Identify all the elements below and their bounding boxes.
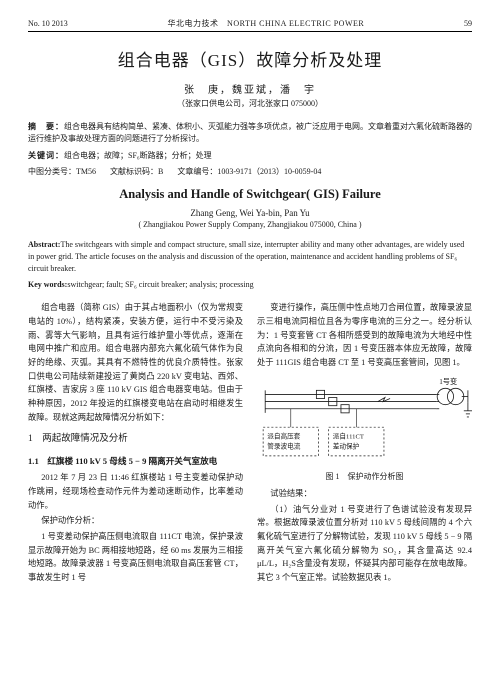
page-header: No. 10 2013 华北电力技术 NORTH CHINA ELECTRIC … — [28, 18, 472, 32]
keywords-cn-text: 组合电器；故障；SF₆断路器；分析；处理 — [64, 151, 212, 160]
affiliation-en: ( Zhangjiakou Power Supply Company, Zhan… — [28, 220, 472, 229]
section-1-1-heading: 1.1 红旗楼 110 kV 5 母线 5 − 9 隔离开关气室放电 — [28, 454, 243, 468]
col2-p2: 试验结果： — [257, 487, 472, 501]
intro-paragraph: 组合电器（简称 GIS）由于其占地面积小（仅为常规变电站的 10%），结构紧凑，… — [28, 301, 243, 424]
article-title-en: Analysis and Handle of Switchgear( GIS) … — [28, 187, 472, 202]
figure-1: 1号变 派自高压套 管录波电流 派自111CT 差动保护 图 1 保护动作分析图 — [257, 376, 472, 483]
column-right: 变进行操作，高压侧中性点地刀合闸位置，故障录波显示三相电流同相位且各为零序电流的… — [257, 301, 472, 587]
page-number: 59 — [464, 19, 472, 28]
body-columns: 组合电器（简称 GIS）由于其占地面积小（仅为常规变电站的 10%），结构紧凑，… — [28, 301, 472, 587]
abstract-cn-label: 摘 要： — [28, 122, 64, 131]
keywords-en-label: Key words: — [28, 280, 67, 289]
classification-line: 中图分类号：TM56 文献标识码：B 文章编号：1003-9171（2013）1… — [28, 166, 472, 177]
column-left: 组合电器（简称 GIS）由于其占地面积小（仅为常规变电站的 10%），结构紧凑，… — [28, 301, 243, 587]
authors-cn: 张 庚，魏亚斌，潘 宇 — [28, 81, 472, 96]
svg-text:派自111CT: 派自111CT — [333, 431, 364, 440]
keywords-en-text: switchgear; fault; SF₆ circuit breaker; … — [67, 280, 253, 289]
authors-en: Zhang Geng, Wei Ya-bin, Pan Yu — [28, 208, 472, 218]
keywords-en: Key words:switchgear; fault; SF₆ circuit… — [28, 279, 472, 291]
affiliation-cn: （张家口供电公司，河北张家口 075000） — [28, 98, 472, 109]
col1-p3: 保护动作分析： — [28, 514, 243, 528]
abstract-en-label: Abstract: — [28, 240, 60, 249]
svg-text:管录波电流: 管录波电流 — [267, 441, 301, 450]
abstract-en-text: The switchgears with simple and compact … — [28, 240, 464, 273]
figure-1-svg: 1号变 派自高压套 管录波电流 派自111CT 差动保护 — [257, 376, 472, 468]
svg-text:差动保护: 差动保护 — [333, 441, 360, 450]
col1-p4: 1 号变差动保护高压侧电流取自 111CT 电流，保护录波显示故障开始为 BC … — [28, 530, 243, 585]
col1-p2: 2012 年 7 月 23 日 11:46 红旗楼站 1 号主变差动保护动作跳闸… — [28, 471, 243, 512]
keywords-cn: 关键词：组合电器；故障；SF₆断路器；分析；处理 — [28, 150, 472, 162]
doc-code: 文献标识码：B — [110, 166, 163, 177]
fig-label-transformer: 1号变 — [439, 377, 457, 386]
col2-p3: （1）油气分业对 1 号变进行了色谱试验没有发现异常。根据故障录波位置分析对 1… — [257, 503, 472, 585]
article-id: 文章编号：1003-9171（2013）10-0059-04 — [177, 166, 321, 177]
section-1-heading: 1 两起故障情况及分析 — [28, 432, 243, 448]
abstract-cn: 摘 要：组合电器具有结构简单、紧凑、体积小、灭弧能力强等多项优点，被广泛应用于电… — [28, 121, 472, 146]
col2-p1: 变进行操作，高压侧中性点地刀合闸位置，故障录波显示三相电流同相位且各为零序电流的… — [257, 301, 472, 369]
figure-1-caption: 图 1 保护动作分析图 — [257, 470, 472, 483]
abstract-en: Abstract:The switchgears with simple and… — [28, 239, 472, 275]
clc-number: 中图分类号：TM56 — [28, 166, 96, 177]
issue-number: No. 10 2013 — [28, 19, 68, 28]
article-title-cn: 组合电器（GIS）故障分析及处理 — [28, 46, 472, 71]
abstract-cn-text: 组合电器具有结构简单、紧凑、体积小、灭弧能力强等多项优点，被广泛应用于电网。文章… — [28, 122, 472, 143]
svg-text:派自高压套: 派自高压套 — [267, 431, 301, 440]
keywords-cn-label: 关键词： — [28, 151, 64, 160]
journal-title: 华北电力技术 NORTH CHINA ELECTRIC POWER — [68, 18, 464, 29]
